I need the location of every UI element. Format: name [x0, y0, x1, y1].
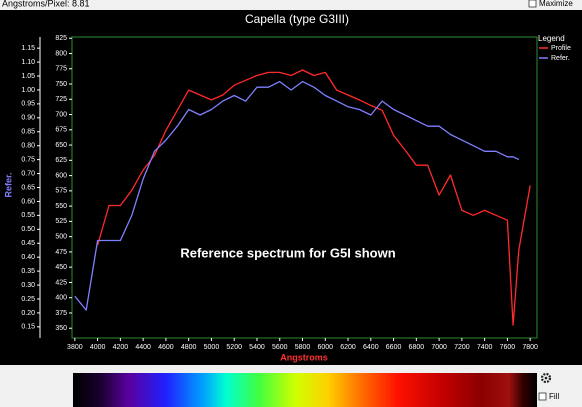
legend-title: Legend — [538, 34, 565, 43]
x-tick-label: 6600 — [386, 344, 402, 351]
x-tick-label: 5600 — [272, 344, 288, 351]
x-tick-label: 4400 — [135, 344, 151, 351]
y-tick-label: 0.50 — [21, 226, 35, 233]
x-tick-label: 6400 — [363, 344, 379, 351]
annotation: Reference spectrum for G5I shown — [180, 245, 395, 260]
legend-label: Profile — [551, 45, 571, 52]
x-tick-label: 7000 — [431, 344, 447, 351]
x-tick-label: 7200 — [454, 344, 470, 351]
settings-gear[interactable] — [540, 372, 552, 384]
y2-tick-label: 700 — [55, 111, 67, 118]
y2-tick-label: 400 — [55, 295, 67, 302]
y2-tick-label: 825 — [55, 35, 67, 42]
y-tick-label: 0.45 — [21, 240, 35, 247]
maximize-checkbox[interactable] — [528, 0, 537, 8]
x-tick-label: 6000 — [317, 344, 333, 351]
x-tick-label: 3800 — [67, 344, 83, 351]
legend-label: Refer. — [551, 55, 570, 62]
y2-tick-label: 475 — [55, 249, 67, 256]
x-tick-label: 5400 — [249, 344, 265, 351]
y2-tick-label: 750 — [55, 81, 67, 88]
maximize-label[interactable]: Maximize — [539, 0, 573, 8]
gear-hub[interactable] — [544, 376, 548, 380]
x-axis-label: Angstroms — [280, 352, 328, 362]
x-tick-label: 6200 — [340, 344, 356, 351]
fill-label[interactable]: Fill — [549, 392, 559, 401]
x-tick-label: 7600 — [500, 344, 516, 351]
x-tick-label: 4600 — [158, 344, 174, 351]
x-tick-label: 4000 — [90, 344, 106, 351]
spectrum-bar — [73, 373, 537, 407]
x-tick-label: 6800 — [409, 344, 425, 351]
y-axis-label: Refer. — [3, 172, 13, 197]
gear-icon[interactable] — [540, 372, 552, 384]
y-tick-label: 1.00 — [21, 87, 35, 94]
y2-tick-label: 500 — [55, 233, 67, 240]
y-tick-label: 1.05 — [21, 73, 35, 80]
y-tick-label: 0.95 — [21, 101, 35, 108]
y2-tick-label: 625 — [55, 157, 67, 164]
fill-checkbox[interactable] — [538, 392, 547, 401]
y-tick-label: 0.85 — [21, 129, 35, 136]
y-tick-label: 0.75 — [21, 156, 35, 163]
x-tick-label: 4200 — [113, 344, 129, 351]
y-tick-label: 0.30 — [21, 282, 35, 289]
y-tick-label: 0.80 — [21, 143, 35, 150]
x-tick-label: 7800 — [522, 344, 538, 351]
x-tick-label: 7400 — [477, 344, 493, 351]
y-tick-label: 0.35 — [21, 268, 35, 275]
y2-tick-label: 675 — [55, 127, 67, 134]
series-line — [96, 69, 531, 326]
plot-border — [71, 36, 538, 339]
y2-tick-label: 775 — [55, 66, 67, 73]
series-line — [74, 80, 520, 311]
y-tick-label: 0.55 — [21, 212, 35, 219]
y2-tick-label: 525 — [55, 218, 67, 225]
x-tick-label: 5800 — [295, 344, 311, 351]
chart-area — [0, 10, 582, 365]
y2-tick-label: 550 — [55, 203, 67, 210]
y2-tick-label: 650 — [55, 142, 67, 149]
y2-tick-label: 725 — [55, 96, 67, 103]
toolbar — [0, 0, 582, 10]
y-tick-label: 0.70 — [21, 170, 35, 177]
y-tick-label: 0.65 — [21, 184, 35, 191]
y2-tick-label: 800 — [55, 50, 67, 57]
y-tick-label: 0.40 — [21, 254, 35, 261]
y2-tick-label: 425 — [55, 279, 67, 286]
x-tick-label: 4800 — [181, 344, 197, 351]
y-tick-label: 0.15 — [21, 324, 35, 331]
y2-tick-label: 450 — [55, 264, 67, 271]
y2-tick-label: 375 — [55, 310, 67, 317]
y-tick-label: 0.60 — [21, 198, 35, 205]
y2-tick-label: 350 — [55, 325, 67, 332]
y2-tick-label: 575 — [55, 188, 67, 195]
chart-title: Capella (type G3III) — [245, 12, 349, 26]
scale-text: Angstroms/Pixel: 8.81 — [2, 0, 90, 8]
y-tick-label: 0.20 — [21, 310, 35, 317]
y2-tick-label: 600 — [55, 172, 67, 179]
x-tick-label: 5200 — [226, 344, 242, 351]
x-tick-label: 5000 — [204, 344, 220, 351]
y-tick-label: 1.15 — [21, 45, 35, 52]
y-tick-label: 0.25 — [21, 296, 35, 303]
y-tick-label: 1.10 — [21, 59, 35, 66]
y-tick-label: 0.90 — [21, 115, 35, 122]
